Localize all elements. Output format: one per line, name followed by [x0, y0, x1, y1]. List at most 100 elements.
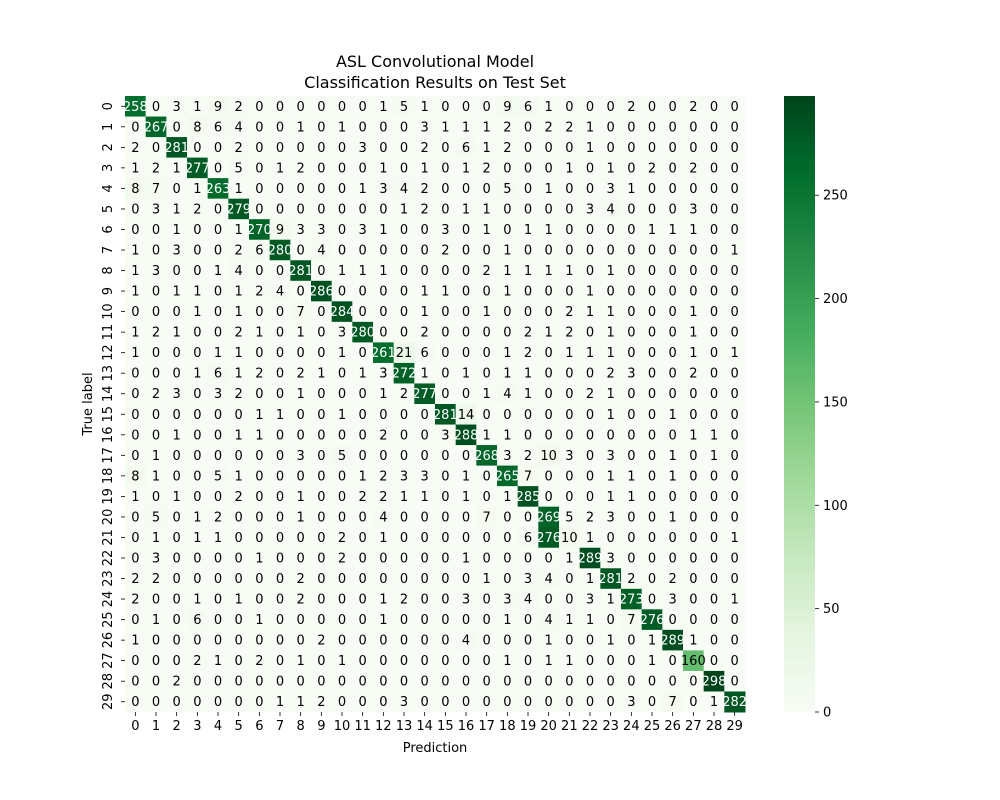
heatmap-cell	[517, 629, 539, 651]
cell-value-label: 2	[173, 675, 181, 690]
heatmap-cell	[331, 424, 353, 446]
heatmap-cell	[703, 486, 725, 508]
cell-value-label: 0	[421, 531, 429, 546]
cell-value-label: 0	[317, 161, 325, 176]
heatmap-cell	[621, 424, 643, 446]
cell-value-label: 0	[586, 223, 594, 238]
cell-value-label: 0	[421, 552, 429, 567]
cell-value-label: 0	[131, 120, 139, 135]
cell-value-label: 1	[173, 490, 181, 505]
cell-value-label: 0	[524, 161, 532, 176]
cell-value-label: 1	[379, 387, 387, 402]
heatmap-cell	[600, 486, 622, 508]
heatmap-cell	[579, 219, 601, 241]
heatmap-cell	[290, 219, 312, 241]
heatmap-cell	[290, 691, 312, 713]
heatmap-cell	[269, 219, 291, 241]
heatmap-cell	[145, 588, 167, 610]
cell-value-label: 0	[710, 326, 718, 341]
cell-value-label: 1	[607, 469, 615, 484]
heatmap-cell	[373, 404, 395, 426]
cell-value-label: 0	[317, 408, 325, 423]
cell-value-label: 0	[710, 469, 718, 484]
cell-value-label: 0	[441, 490, 449, 505]
cell-value-label: 2	[503, 120, 511, 135]
heatmap-cell	[228, 404, 250, 426]
heatmap-cell	[538, 629, 560, 651]
cell-value-label: 5	[214, 469, 222, 484]
cell-value-label: 1	[586, 572, 594, 587]
cell-value-label: 3	[173, 387, 181, 402]
heatmap-cell	[373, 137, 395, 159]
cell-value-label: 0	[338, 182, 346, 197]
cell-value-label: 1	[379, 531, 387, 546]
heatmap-cell	[538, 670, 560, 692]
cell-value-label: 0	[731, 100, 739, 115]
heatmap-cell	[249, 280, 271, 302]
cell-value-label: 0	[669, 428, 677, 443]
heatmap-cell	[269, 486, 291, 508]
heatmap-cell	[476, 157, 498, 179]
heatmap-cell	[290, 116, 312, 138]
cell-value-label: 0	[689, 182, 697, 197]
cell-value-label: 0	[627, 264, 635, 279]
heatmap-cell	[455, 116, 477, 138]
heatmap-cell	[435, 301, 457, 323]
heatmap-cell	[662, 321, 684, 343]
heatmap-cell	[290, 321, 312, 343]
y-tick-label: 5	[101, 205, 116, 213]
heatmap-cell	[187, 280, 209, 302]
cell-value-label: 282	[722, 695, 747, 710]
heatmap-cell	[249, 486, 271, 508]
cell-value-label: 0	[255, 141, 263, 156]
heatmap-cell	[455, 280, 477, 302]
heatmap-cell	[497, 691, 519, 713]
heatmap-cell	[641, 301, 663, 323]
cell-value-label: 1	[503, 244, 511, 259]
heatmap-cell	[497, 506, 519, 528]
heatmap-cell	[497, 342, 519, 364]
cell-value-label: 0	[524, 654, 532, 669]
heatmap-cell	[538, 445, 560, 467]
heatmap-cell	[683, 670, 705, 692]
heatmap-cell	[331, 321, 353, 343]
cell-value-label: 1	[607, 408, 615, 423]
cell-value-label: 1	[297, 326, 305, 341]
heatmap-cell	[331, 198, 353, 220]
heatmap-cell	[517, 445, 539, 467]
heatmap-cell	[497, 301, 519, 323]
cell-value-label: 3	[152, 552, 160, 567]
heatmap-cell	[724, 198, 746, 220]
cell-value-label: 0	[710, 182, 718, 197]
cell-value-label: 0	[731, 223, 739, 238]
heatmap-cell	[166, 445, 188, 467]
heatmap-cell	[538, 650, 560, 672]
heatmap-cell	[311, 629, 333, 651]
heatmap-cell	[621, 588, 643, 610]
cell-value-label: 0	[152, 634, 160, 649]
cell-value-label: 4	[379, 510, 387, 525]
cell-value-label: 0	[297, 141, 305, 156]
cell-value-label: 0	[483, 469, 491, 484]
heatmap-cell	[641, 321, 663, 343]
cell-value-label: 1	[235, 346, 243, 361]
cell-value-label: 10	[540, 449, 557, 464]
heatmap-cell	[435, 424, 457, 446]
heatmap-cell	[228, 486, 250, 508]
cell-value-label: 0	[607, 613, 615, 628]
cell-value-label: 1	[441, 285, 449, 300]
cell-value-label: 2	[586, 510, 594, 525]
cell-value-label: 0	[214, 572, 222, 587]
cell-value-label: 3	[359, 223, 367, 238]
cell-value-label: 2	[338, 531, 346, 546]
cell-value-label: 21	[396, 346, 413, 361]
heatmap-cell	[703, 137, 725, 159]
cell-value-label: 0	[524, 408, 532, 423]
heatmap-cell	[455, 609, 477, 631]
heatmap-cell	[249, 650, 271, 672]
cell-value-label: 0	[669, 490, 677, 505]
cell-value-label: 0	[441, 613, 449, 628]
cell-value-label: 1	[689, 223, 697, 238]
cell-value-label: 0	[359, 346, 367, 361]
cell-value-label: 0	[379, 285, 387, 300]
